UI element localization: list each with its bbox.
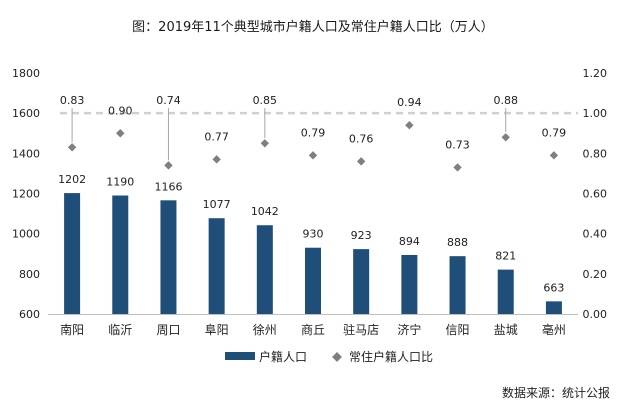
ratio-value-label: 0.74 xyxy=(156,94,181,107)
bar-value-label: 821 xyxy=(495,250,516,263)
bar xyxy=(256,225,273,314)
bar xyxy=(545,301,562,314)
legend-ratio-marker xyxy=(332,352,342,362)
left-tick-label: 1200 xyxy=(12,188,40,201)
leader-lines xyxy=(71,108,507,161)
left-tick-label: 800 xyxy=(19,268,40,281)
ratio-point xyxy=(501,133,510,142)
bar-value-label: 930 xyxy=(303,228,324,241)
category-label: 商丘 xyxy=(301,322,325,337)
right-tick-label: 1.00 xyxy=(583,107,608,120)
ratio-value-label: 0.79 xyxy=(301,126,326,139)
left-axis: 600 800 1000 1200 1400 1600 1800 xyxy=(12,67,40,321)
legend-ratio-label: 常住户籍人口比 xyxy=(349,349,433,364)
ratio-value-label: 0.77 xyxy=(204,130,229,143)
source-note: 数据来源：统计公报 xyxy=(502,385,610,400)
right-tick-label: 0.00 xyxy=(583,308,608,321)
right-tick-label: 0.60 xyxy=(583,188,608,201)
bar-value-label: 1190 xyxy=(106,176,134,189)
ratio-value-label: 0.76 xyxy=(349,132,374,145)
bar-value-labels: 1202 1190 1166 1077 1042 930 923 894 888 821 663 xyxy=(58,173,564,294)
ratio-point xyxy=(67,143,77,152)
legend: 户籍人口 常住户籍人口比 xyxy=(225,349,433,364)
bar-value-label: 1166 xyxy=(154,180,182,193)
bar xyxy=(449,256,466,314)
ratio-point xyxy=(164,161,173,170)
left-tick-label: 600 xyxy=(19,308,40,321)
bar xyxy=(64,193,81,314)
left-tick-label: 1400 xyxy=(12,147,40,160)
category-label: 亳州 xyxy=(542,322,566,337)
ratio-point xyxy=(453,163,462,172)
ratio-point xyxy=(116,129,125,138)
ratio-value-label: 0.85 xyxy=(253,94,278,107)
bar xyxy=(160,200,177,314)
right-tick-label: 0.40 xyxy=(583,228,608,241)
ratio-value-label: 0.90 xyxy=(108,104,133,117)
legend-bar-swatch xyxy=(225,352,255,360)
ratio-point xyxy=(212,155,221,164)
right-tick-label: 0.80 xyxy=(583,147,608,160)
left-tick-label: 1600 xyxy=(12,107,40,120)
category-label: 盐城 xyxy=(494,323,518,337)
bar-value-label: 663 xyxy=(543,281,564,294)
ratio-value-labels: 0.83 0.90 0.74 0.77 0.85 0.79 0.76 0.94 0.73 0.88… xyxy=(60,94,566,151)
chart-title: 图：2019年11个典型城市户籍人口及常住户籍人口比（万人） xyxy=(132,19,494,35)
bar xyxy=(305,247,321,314)
left-tick-label: 1800 xyxy=(12,67,40,80)
right-tick-label: 0.20 xyxy=(583,268,608,281)
bar-value-label: 1077 xyxy=(203,198,231,211)
category-label: 徐州 xyxy=(253,322,277,337)
ratio-point xyxy=(405,121,414,130)
category-label: 南阳 xyxy=(60,322,84,337)
category-labels: 南阳 临沂 周口 阜阳 徐州 商丘 驻马店 济宁 信阳 盐城 亳州 xyxy=(60,322,566,337)
ratio-value-label: 0.83 xyxy=(60,94,85,107)
right-tick-label: 1.20 xyxy=(583,67,608,80)
category-label: 信阳 xyxy=(446,323,470,337)
category-label: 阜阳 xyxy=(205,323,229,337)
ratio-value-label: 0.73 xyxy=(445,138,470,151)
ratio-value-label: 0.79 xyxy=(542,126,567,139)
bar xyxy=(112,195,129,314)
bar-value-label: 923 xyxy=(351,229,372,242)
ratio-value-label: 0.94 xyxy=(397,96,422,109)
category-label: 驻马店 xyxy=(343,322,379,337)
bar xyxy=(401,254,418,314)
bar-value-label: 1202 xyxy=(58,173,86,186)
category-label: 周口 xyxy=(156,323,180,337)
bar xyxy=(353,249,370,314)
category-label: 临沂 xyxy=(108,323,132,337)
ratio-point xyxy=(549,151,559,160)
ratio-point xyxy=(356,157,366,166)
bar xyxy=(497,269,514,314)
bar-value-label: 894 xyxy=(399,235,420,248)
bar-value-label: 1042 xyxy=(251,205,279,218)
bar xyxy=(208,218,225,314)
category-label: 济宁 xyxy=(397,322,421,337)
legend-bar-label: 户籍人口 xyxy=(259,349,307,364)
ratio-point xyxy=(308,151,318,160)
left-tick-label: 1000 xyxy=(12,228,40,241)
bar-value-label: 888 xyxy=(447,236,468,249)
ratio-series xyxy=(67,121,559,172)
bar-series xyxy=(64,193,562,314)
right-axis: 0.00 0.20 0.40 0.60 0.80 1.00 1.20 xyxy=(583,67,608,321)
ratio-value-label: 0.88 xyxy=(493,94,518,107)
ratio-point xyxy=(260,139,270,148)
